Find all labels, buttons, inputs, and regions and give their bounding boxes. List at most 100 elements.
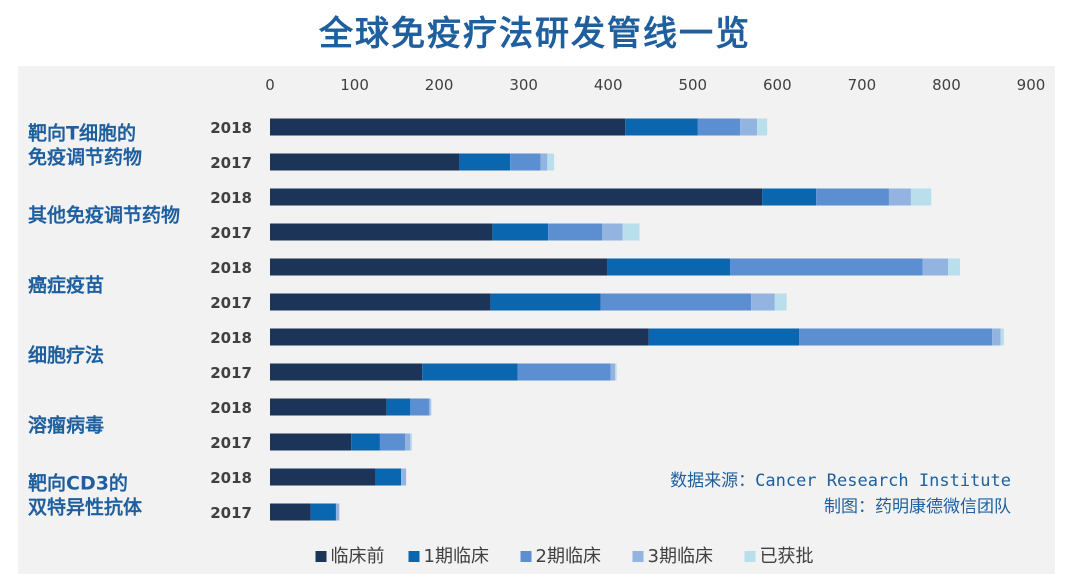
legend-swatch (408, 551, 420, 562)
bar-segment (375, 468, 402, 486)
bar-segment (270, 118, 626, 136)
bar-segment (517, 363, 611, 381)
category-label: 其他免疫调节药物 (28, 204, 180, 227)
bar-segment (270, 328, 649, 346)
bar-segment (270, 258, 608, 276)
legend-label: 临床前 (331, 546, 385, 567)
bar-segment (614, 363, 617, 381)
source-note: 数据来源：Cancer Research Institute 制图：药明康德微信… (670, 468, 1011, 520)
chart-title: 全球免疫疗法研发管线一览 (319, 14, 751, 54)
bar-segment (602, 223, 623, 241)
year-label: 2018 (210, 469, 252, 487)
bar-segment (490, 293, 601, 311)
category-label: 溶瘤病毒 (28, 414, 104, 437)
category-label: 靶向CD3的 (28, 472, 128, 495)
bar-segment (270, 153, 460, 171)
bar-segment (762, 188, 817, 206)
x-tick-label: 600 (763, 76, 792, 94)
bar-segment (729, 258, 923, 276)
x-tick-label: 200 (425, 76, 454, 94)
bar-segment (622, 223, 640, 241)
x-tick-label: 700 (848, 76, 877, 94)
bar-segment (270, 188, 763, 206)
bar-segment (816, 188, 889, 206)
bar-segment (459, 153, 511, 171)
category-label: 癌症疫苗 (28, 274, 104, 297)
bar-segment (430, 398, 432, 416)
bar-segment (335, 503, 340, 521)
bar-segment (888, 188, 911, 206)
source-line: 数据来源：Cancer Research Institute (670, 471, 1011, 491)
bar-segment (310, 503, 336, 521)
x-tick-label: 400 (594, 76, 623, 94)
x-tick-label: 800 (932, 76, 961, 94)
legend-swatch (520, 551, 532, 562)
year-label: 2017 (210, 154, 252, 172)
year-label: 2017 (210, 504, 252, 522)
bar-segment (757, 118, 768, 136)
bar-segment (540, 153, 548, 171)
bar-segment (774, 293, 787, 311)
bar-segment (910, 188, 932, 206)
bar-segment (948, 258, 960, 276)
year-label: 2018 (210, 259, 252, 277)
bar-segment (410, 398, 429, 416)
bar-segment (270, 503, 311, 521)
x-tick-label: 300 (509, 76, 538, 94)
bar-segment (992, 328, 1001, 346)
stacked-bar-chart: 0 100 200 300 400 500 600 700 800 900 靶向T细胞的免疫调节药物… (28, 76, 1046, 567)
category-label: 双特异性抗体 (28, 496, 143, 519)
bar-segment (379, 433, 406, 451)
category-label: 免疫调节药物 (28, 146, 142, 169)
bar-segment (492, 223, 549, 241)
year-label: 2017 (210, 224, 252, 242)
bar-segment (547, 153, 555, 171)
year-label: 2018 (210, 329, 252, 347)
bar-segment (1000, 328, 1004, 346)
bar-segment (607, 258, 730, 276)
bar-segment (270, 398, 387, 416)
x-tick-label: 0 (265, 76, 275, 94)
bar-segment (410, 433, 413, 451)
bar-segment (648, 328, 800, 346)
bar-segment (270, 433, 352, 451)
category-label: 靶向T细胞的 (28, 122, 136, 145)
bar-segment (548, 223, 603, 241)
bar-segment (751, 293, 775, 311)
bar-segment (351, 433, 380, 451)
legend-swatch (632, 551, 644, 562)
legend-label: 已获批 (760, 546, 814, 567)
bar-segment (270, 468, 376, 486)
bar-segment (270, 293, 491, 311)
year-label: 2018 (210, 189, 252, 207)
bar-segment (600, 293, 752, 311)
legend-swatch (744, 551, 756, 562)
chart-panel: 0 100 200 300 400 500 600 700 800 900 靶向T细胞的 免疫调节药物… (18, 66, 1055, 574)
x-tick-label: 100 (340, 76, 369, 94)
bar-segment (270, 223, 493, 241)
bar-segment (740, 118, 758, 136)
bar-segment (510, 153, 541, 171)
bar-segment (625, 118, 698, 136)
bar-segment (610, 363, 615, 381)
year-label: 2017 (210, 294, 252, 312)
year-label: 2017 (210, 364, 252, 382)
year-label: 2018 (210, 119, 252, 137)
bar-segment (428, 398, 431, 416)
credit-line: 制图：药明康德微信团队 (824, 497, 1011, 517)
bar-segment (799, 328, 993, 346)
x-tick-label: 500 (678, 76, 707, 94)
bar-segment (422, 363, 518, 381)
year-label: 2018 (210, 399, 252, 417)
bar-segment (386, 398, 411, 416)
x-tick-label: 900 (1017, 76, 1046, 94)
year-label: 2017 (210, 434, 252, 452)
category-label: 细胞疗法 (28, 344, 104, 367)
legend-label: 1期临床 (424, 546, 489, 567)
bar-segment (270, 363, 423, 381)
bar-segment (401, 468, 407, 486)
legend-swatch (315, 551, 327, 562)
legend-label: 2期临床 (536, 546, 601, 567)
bar-segment (405, 433, 411, 451)
legend-label: 3期临床 (648, 546, 713, 567)
